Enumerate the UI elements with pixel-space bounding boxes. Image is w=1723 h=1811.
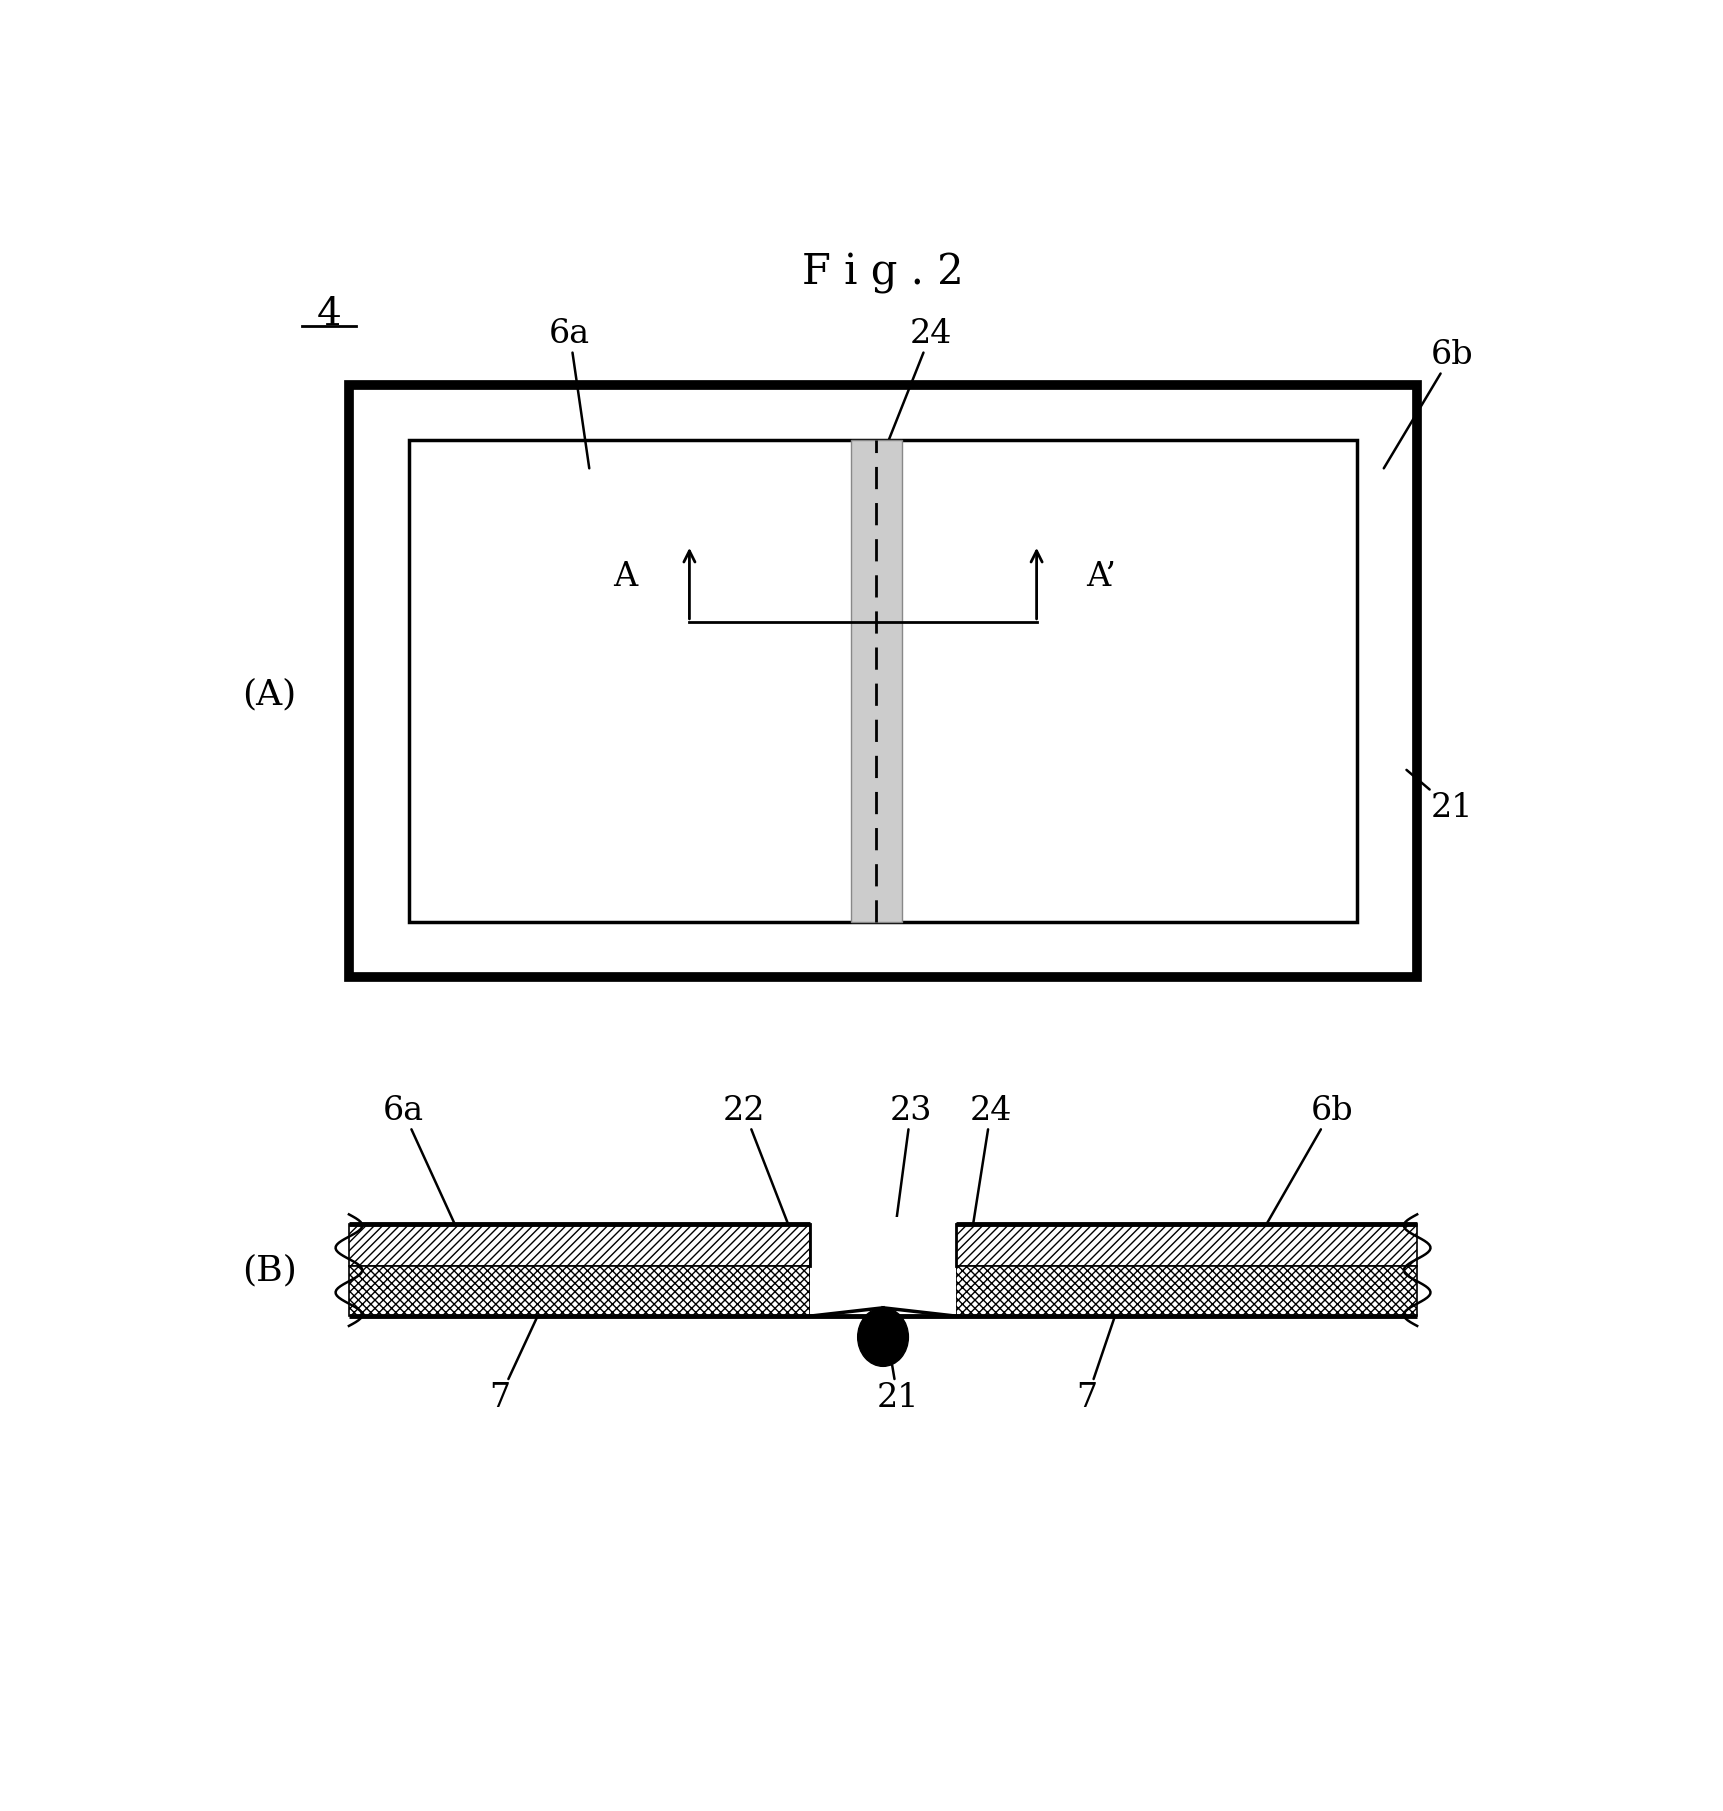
Text: 22: 22 [724,1094,796,1244]
Text: 24: 24 [884,317,953,455]
Bar [851,440,901,922]
Text: (A): (A) [241,677,296,712]
Text: A’: A’ [1085,561,1117,592]
Text: F i g . 2: F i g . 2 [803,252,963,293]
Text: (B): (B) [241,1253,296,1288]
Text: 23: 23 [884,1094,932,1320]
Text: A: A [613,561,638,592]
Bar [348,1266,810,1317]
Bar [348,384,1416,978]
Text: 6a: 6a [383,1094,462,1241]
Bar [956,1224,1416,1266]
Bar [408,440,1358,922]
Text: 7: 7 [489,1291,550,1414]
Text: 24: 24 [970,1094,1011,1244]
Text: 4: 4 [317,297,341,333]
Text: 6a: 6a [550,317,591,469]
Ellipse shape [858,1308,908,1365]
Text: 7: 7 [1077,1291,1123,1414]
Bar [956,1266,1416,1317]
Text: 6b: 6b [1258,1094,1353,1241]
Bar [810,1217,956,1324]
Bar [348,1224,810,1266]
Text: 21: 21 [877,1311,918,1414]
Text: 6b: 6b [1384,339,1473,469]
Text: 21: 21 [1406,770,1473,824]
